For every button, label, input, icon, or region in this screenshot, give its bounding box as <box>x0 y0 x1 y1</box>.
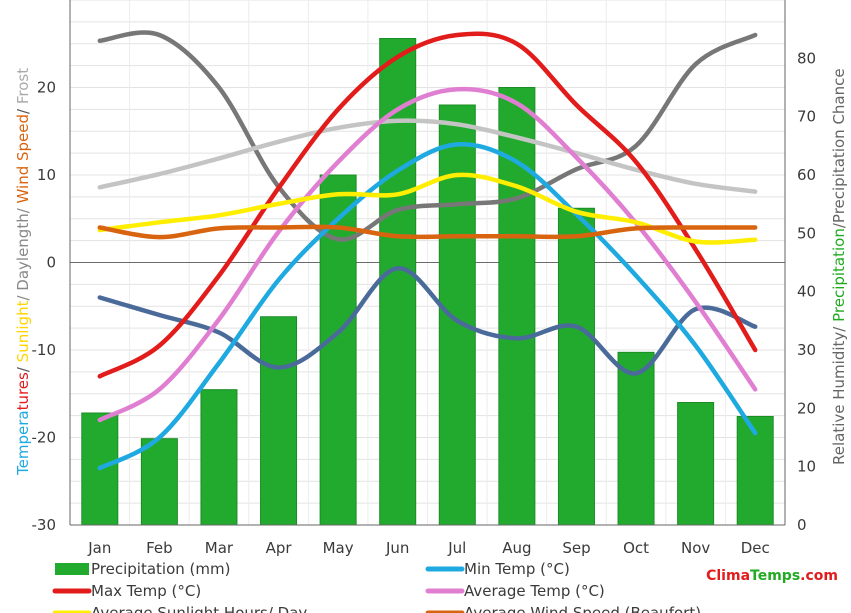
x-tick-label-feb: Feb <box>146 539 173 557</box>
left-y-ticks: -30 -20 -10 0 10 20 <box>32 79 57 535</box>
brand-part: Temps <box>750 568 800 584</box>
axis-label-part: tures <box>14 372 32 410</box>
right-y-tick-label: 0 <box>797 516 807 534</box>
precipitation-bars <box>81 38 774 526</box>
precipitation-bar-apr <box>260 316 298 526</box>
axis-label-part: Tempera <box>14 410 32 476</box>
legend-label-min-temp-c: Min Temp (°C) <box>464 560 570 578</box>
x-tick-label-sep: Sep <box>562 539 590 557</box>
legend-label-average-sunlight-hours-day: Average Sunlight Hours/ Day <box>91 604 307 613</box>
left-y-tick-label: 20 <box>37 79 56 97</box>
x-tick-label-nov: Nov <box>681 539 710 557</box>
series-line-average-wind-speed-beaufort <box>97 224 758 240</box>
axis-label-part: / <box>14 362 32 372</box>
x-tick-label-may: May <box>323 539 354 557</box>
series-line-average-temp-c <box>97 86 758 423</box>
right-y-ticks: 0 10 20 30 40 50 60 70 80 <box>797 49 816 534</box>
x-tick-label-dec: Dec <box>741 539 770 557</box>
right-y-tick-label: 50 <box>797 224 816 242</box>
right-y-tick-label: 30 <box>797 341 816 359</box>
x-tick-label-aug: Aug <box>502 539 531 557</box>
precipitation-bar-feb <box>140 438 178 526</box>
axis-label-part: Relative Humidity/ <box>830 322 848 465</box>
series-line-relative-humidity <box>97 30 758 242</box>
axis-label-part: Frost <box>14 68 32 104</box>
series-line-max-temp-c <box>97 31 758 379</box>
x-tick-label-apr: Apr <box>266 539 293 557</box>
x-tick-label-jun: Jun <box>385 539 409 557</box>
left-y-tick-label: 10 <box>37 166 56 184</box>
legend-label-max-temp-c: Max Temp (°C) <box>91 582 201 600</box>
axis-label-part: / <box>14 104 32 114</box>
series-line-min-temp-c <box>97 141 758 471</box>
brand-part: .com <box>800 568 838 584</box>
axis-label-part: Precipitation <box>830 228 848 322</box>
legend-label-average-wind-speed-beaufort: Average Wind Speed (Beaufort) <box>464 604 701 613</box>
precipitation-bar-mar <box>200 389 238 526</box>
right-axis-label: Relative Humidity/ Precipitation/Precipi… <box>830 68 848 465</box>
right-y-tick-label: 60 <box>797 166 816 184</box>
x-ticks: Jan Feb Mar Apr May Jun Jul Aug Sep Oct Nov Dec <box>87 539 769 557</box>
left-y-tick-label: -30 <box>32 516 57 534</box>
axis-label-part: Wind Speed <box>14 114 32 204</box>
left-axis-label: Temperatures/ Sunlight/ Daylength/ Wind … <box>14 68 32 476</box>
x-tick-label-oct: Oct <box>623 539 649 557</box>
right-y-tick-label: 10 <box>797 458 816 476</box>
x-tick-label-jul: Jul <box>447 539 466 557</box>
axis-label-part: / Daylength/ <box>14 203 32 300</box>
left-y-tick-label: -10 <box>32 341 57 359</box>
right-y-tick-label: 40 <box>797 283 816 301</box>
chart-lines <box>97 30 758 471</box>
right-y-tick-label: 70 <box>797 108 816 126</box>
right-y-tick-label: 20 <box>797 399 816 417</box>
x-tick-label-jan: Jan <box>87 539 111 557</box>
brand-part: Clima <box>706 568 750 584</box>
chart-legend: Precipitation (mm) Min Temp (°C) Max Temp … <box>52 560 701 613</box>
precipitation-bar-nov <box>677 402 715 526</box>
brand-logo-text: ClimaTemps.com <box>706 568 838 584</box>
left-y-tick-label: 0 <box>46 254 56 272</box>
precipitation-bar-sep <box>557 207 595 526</box>
chart-axes <box>69 0 786 526</box>
precipitation-bar-jul <box>438 104 476 526</box>
precipitation-bar-oct <box>617 351 655 526</box>
series-line-precipitation-chance <box>97 266 758 376</box>
left-y-tick-label: -20 <box>32 429 57 447</box>
axis-label-part: /Precipitation Chance <box>830 68 848 228</box>
right-y-tick-label: 80 <box>797 49 816 67</box>
legend-label-average-temp-c: Average Temp (°C) <box>464 582 605 600</box>
series-line-average-sunlight-hours-day <box>97 172 758 245</box>
x-tick-label-mar: Mar <box>205 539 234 557</box>
legend-label-precipitation-mm: Precipitation (mm) <box>91 560 230 578</box>
axis-label-part: Sunlight <box>14 300 32 362</box>
legend-swatch-precipitation-mm <box>55 563 89 575</box>
